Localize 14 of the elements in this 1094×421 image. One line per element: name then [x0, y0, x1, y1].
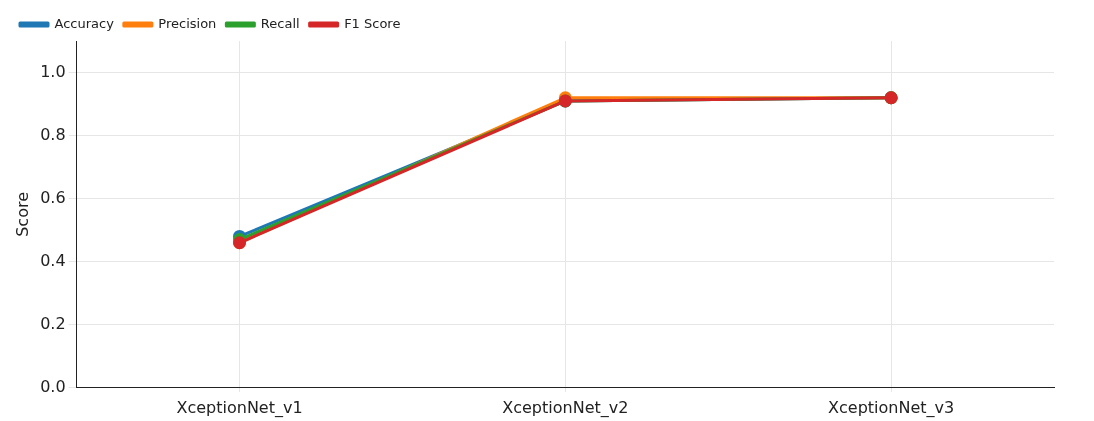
y-tick-label: 0.8: [40, 124, 66, 144]
y-tick-label: 0.6: [40, 187, 66, 207]
y-tick-label: 1.0: [40, 61, 66, 81]
legend-label: Precision: [158, 15, 217, 31]
x-tick-label: XceptionNet_v3: [828, 397, 955, 418]
y-tick-label: 0.4: [40, 250, 66, 270]
legend-label: F1 Score: [344, 15, 401, 31]
x-tick-label: XceptionNet_v2: [502, 397, 629, 418]
x-tick-label: XceptionNet_v1: [176, 397, 303, 418]
legend-label: Recall: [260, 15, 300, 31]
legend-label: Accuracy: [54, 15, 115, 31]
y-tick-label: 0.2: [40, 313, 66, 333]
y-tick-label: 0.0: [40, 376, 66, 396]
y-axis-title: Score: [12, 191, 32, 237]
